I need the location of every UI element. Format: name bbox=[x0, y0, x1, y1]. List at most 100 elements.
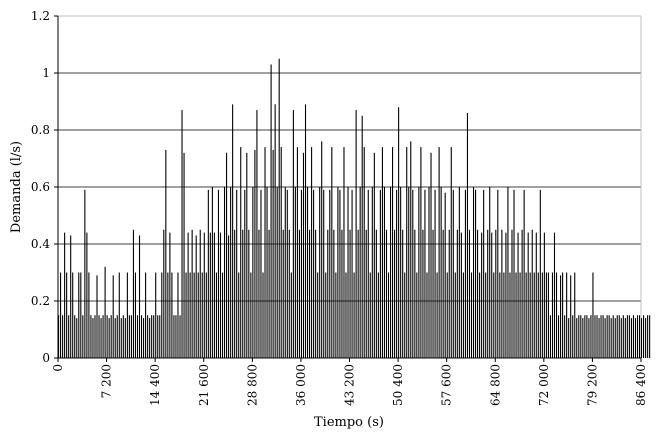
demand-bar bbox=[385, 229, 388, 358]
demand-bar bbox=[432, 229, 434, 358]
demand-bar bbox=[580, 315, 582, 358]
demand-bar bbox=[487, 229, 489, 358]
demand-bar bbox=[226, 152, 228, 358]
demand-bar bbox=[529, 272, 531, 358]
demand-bar bbox=[531, 229, 533, 358]
demand-bar bbox=[195, 235, 197, 358]
demand-bar bbox=[240, 147, 242, 358]
demand-bar bbox=[434, 189, 436, 358]
demand-bar bbox=[499, 272, 501, 358]
demand-bar bbox=[68, 315, 70, 358]
demand-bar bbox=[402, 229, 404, 358]
demand-bar bbox=[355, 110, 357, 358]
demand-bar bbox=[545, 272, 547, 358]
demand-bar bbox=[284, 187, 286, 358]
demand-bar bbox=[163, 229, 165, 358]
demand-bar bbox=[349, 229, 351, 358]
demand-bar bbox=[464, 189, 466, 358]
x-tick-label: 28 800 bbox=[245, 364, 259, 406]
demand-bar bbox=[153, 315, 155, 358]
demand-bar bbox=[151, 315, 153, 358]
demand-bar bbox=[201, 272, 203, 358]
demand-bar bbox=[221, 272, 224, 358]
demand-bar bbox=[215, 272, 217, 358]
x-tick-label: 64 800 bbox=[488, 364, 502, 406]
demand-bar bbox=[181, 110, 183, 358]
demand-bar bbox=[66, 272, 68, 358]
demand-bar bbox=[541, 272, 543, 358]
demand-bar bbox=[389, 187, 392, 358]
demand-bar bbox=[167, 272, 169, 358]
demand-bar bbox=[600, 315, 602, 358]
demand-bar bbox=[612, 315, 614, 358]
demand-bar bbox=[564, 315, 566, 358]
x-tick-label: 43 200 bbox=[343, 364, 357, 406]
demand-bar bbox=[347, 187, 349, 358]
demand-bar bbox=[92, 318, 94, 358]
demand-bar bbox=[331, 147, 333, 358]
demand-bar bbox=[341, 229, 343, 358]
demand-bar bbox=[375, 229, 377, 358]
demand-bar bbox=[572, 315, 574, 358]
demand-bar bbox=[280, 147, 282, 358]
x-tick-label: 72 000 bbox=[537, 364, 551, 406]
x-tick-label: 21 600 bbox=[197, 364, 211, 406]
x-tick-label: 79 200 bbox=[585, 364, 599, 406]
demand-bar bbox=[114, 318, 116, 358]
demand-bar bbox=[108, 318, 110, 358]
demand-bar bbox=[58, 315, 60, 358]
demand-bar bbox=[392, 147, 394, 358]
demand-bar bbox=[333, 229, 335, 358]
demand-bar bbox=[436, 272, 438, 358]
demand-bar bbox=[193, 272, 195, 358]
demand-bar bbox=[367, 189, 369, 358]
demand-bar bbox=[576, 318, 578, 358]
demand-bar bbox=[98, 315, 100, 358]
demand-bar bbox=[406, 147, 408, 358]
demand-bar bbox=[519, 272, 521, 358]
demand-bar bbox=[134, 272, 137, 358]
demand-bar bbox=[209, 232, 211, 358]
demand-bar bbox=[317, 272, 319, 358]
demand-bar bbox=[309, 229, 311, 358]
demand-bar bbox=[373, 152, 375, 358]
demand-bar bbox=[521, 229, 523, 358]
demand-bar bbox=[584, 315, 586, 358]
demand-bar bbox=[369, 272, 371, 358]
demand-bar bbox=[292, 110, 294, 358]
demand-bar bbox=[106, 315, 108, 358]
demand-bar bbox=[72, 272, 74, 358]
demand-bar bbox=[610, 318, 612, 358]
demand-bar bbox=[78, 272, 80, 358]
demand-bar bbox=[132, 229, 134, 358]
x-axis-title: Tiempo (s) bbox=[314, 415, 384, 430]
demand-bar bbox=[596, 315, 598, 358]
demand-bar bbox=[606, 315, 608, 358]
demand-bar bbox=[418, 187, 420, 358]
demand-bar bbox=[100, 318, 102, 358]
demand-bar bbox=[404, 272, 406, 358]
demand-bar bbox=[138, 235, 141, 358]
x-tick-labels: 0 7 200 14 400 21 600 28 800 36 000 43 200 50 4… bbox=[51, 358, 648, 406]
demand-bar bbox=[420, 147, 422, 358]
demand-bar bbox=[620, 318, 622, 358]
demand-bar bbox=[624, 318, 626, 358]
demand-bar bbox=[128, 315, 130, 358]
demand-bar bbox=[533, 272, 535, 358]
demand-bar bbox=[505, 232, 507, 358]
demand-bar bbox=[357, 229, 359, 358]
demand-bar bbox=[586, 315, 588, 358]
demand-bar bbox=[608, 315, 610, 358]
demand-bar bbox=[62, 315, 64, 358]
demand-bar bbox=[470, 272, 473, 358]
demand-bar bbox=[118, 272, 120, 358]
demand-bar bbox=[70, 235, 72, 358]
demand-bar bbox=[491, 232, 493, 358]
y-axis-title: Demanda (l/s) bbox=[9, 141, 24, 233]
demand-bar bbox=[479, 272, 481, 358]
demand-bar bbox=[446, 272, 448, 358]
demand-bar bbox=[60, 272, 62, 358]
demand-bar bbox=[442, 229, 444, 358]
demand-bar bbox=[408, 187, 410, 358]
demand-bar bbox=[588, 318, 590, 358]
